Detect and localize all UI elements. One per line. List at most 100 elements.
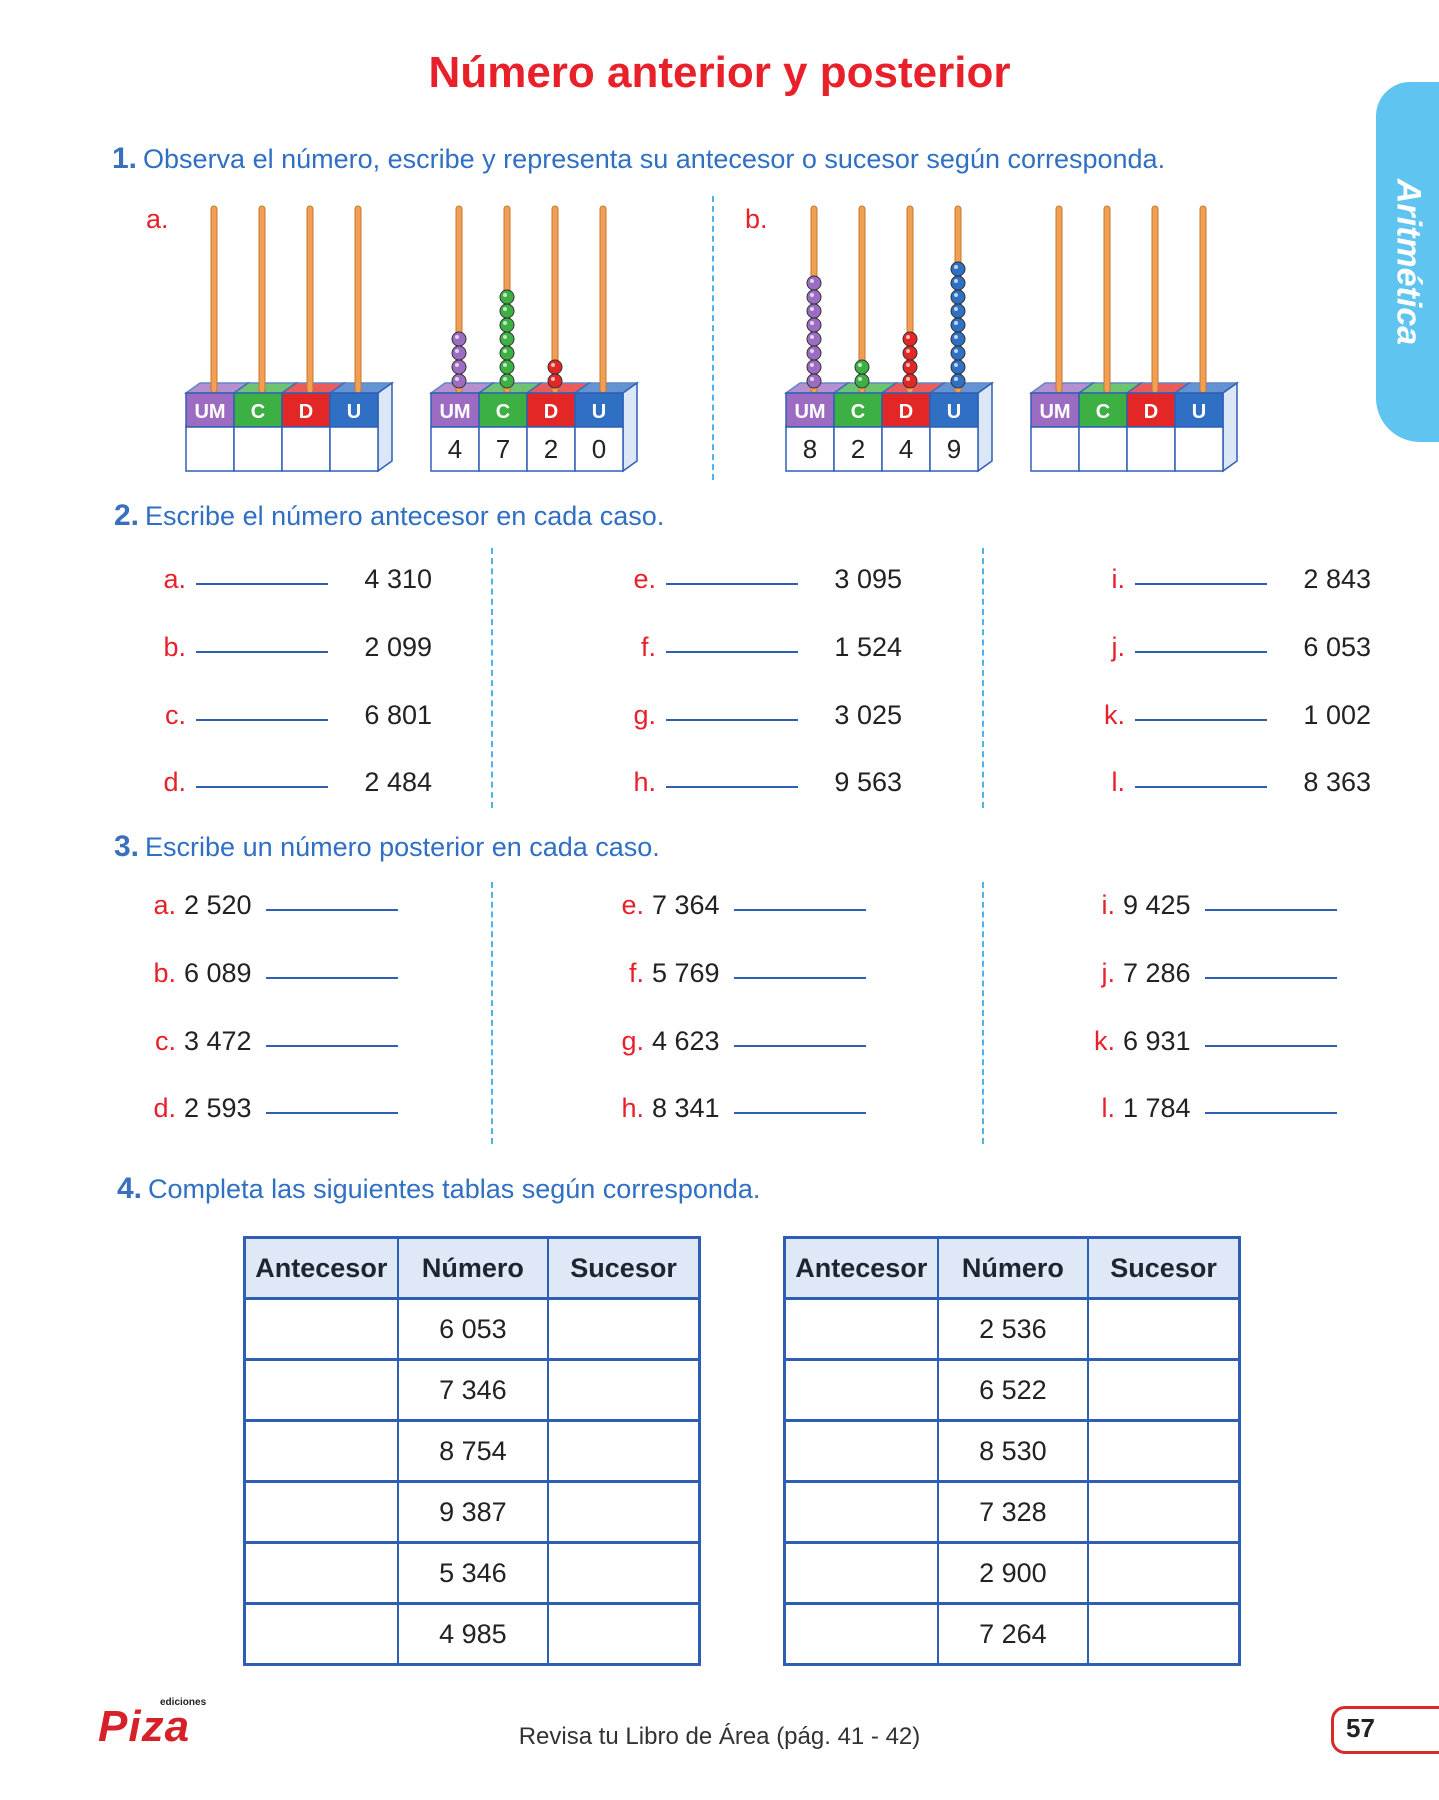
item-letter: i. <box>1111 564 1126 594</box>
header-cell <box>329 392 379 428</box>
answer-blank[interactable] <box>1135 582 1267 585</box>
exercise-1-divider <box>712 196 714 480</box>
header-label: UM <box>794 401 825 423</box>
header-cell <box>929 392 979 428</box>
answer-blank[interactable] <box>666 582 798 585</box>
abacus-bead <box>806 275 822 291</box>
antecesor-cell[interactable] <box>243 1602 399 1666</box>
item-value: 3 472 <box>184 1026 252 1056</box>
exercise-4-heading: 4. Completa las siguientes tablas según c… <box>117 1172 760 1206</box>
answer-blank[interactable] <box>196 582 328 585</box>
answer-blank[interactable] <box>666 650 798 653</box>
exercise-3-text: Escribe un número posterior en cada caso… <box>145 832 660 862</box>
item-value: 6 089 <box>184 958 252 988</box>
antecesor-cell[interactable] <box>243 1358 399 1422</box>
answer-blank[interactable] <box>266 1044 398 1047</box>
table-row: 8 530 <box>783 1419 1241 1483</box>
sucesor-cell[interactable] <box>547 1297 701 1361</box>
answer-blank[interactable] <box>666 785 798 788</box>
sucesor-item: l. 1 784 <box>1087 1093 1337 1124</box>
exercise-1b-label: b. <box>745 204 768 234</box>
sucesor-cell[interactable] <box>547 1541 701 1605</box>
answer-blank[interactable] <box>1135 718 1267 721</box>
bead-highlight <box>503 293 507 297</box>
answer-blank[interactable] <box>666 718 798 721</box>
sucesor-item: c. 3 472 <box>148 1026 398 1057</box>
answer-blank[interactable] <box>734 976 866 979</box>
antecesor-cell[interactable] <box>783 1297 939 1361</box>
answer-blank[interactable] <box>1135 785 1267 788</box>
abacus-bead <box>451 373 467 389</box>
answer-blank[interactable] <box>196 650 328 653</box>
sucesor-cell[interactable] <box>1087 1541 1241 1605</box>
answer-blank[interactable] <box>266 976 398 979</box>
answer-blank[interactable] <box>1135 650 1267 653</box>
table-1-header-numero: Número <box>396 1236 550 1300</box>
item-value: 2 484 <box>364 767 432 797</box>
answer-blank[interactable] <box>1205 1111 1337 1114</box>
abacus-rod <box>306 205 314 394</box>
item-letter: b. <box>153 958 176 988</box>
antecesor-cell[interactable] <box>783 1480 939 1544</box>
answer-blank[interactable] <box>266 1111 398 1114</box>
antecesor-cell[interactable] <box>783 1419 939 1483</box>
answer-blank[interactable] <box>734 1111 866 1114</box>
header-label: D <box>299 401 313 423</box>
sucesor-cell[interactable] <box>547 1602 701 1666</box>
sucesor-cell[interactable] <box>547 1480 701 1544</box>
table-1-header-sucesor: Sucesor <box>547 1236 701 1300</box>
numero-cell: 2 900 <box>936 1541 1090 1605</box>
header-label: C <box>251 401 265 423</box>
side-tab-label: Aritmética <box>1389 178 1427 346</box>
table-row: 2 900 <box>783 1541 1241 1605</box>
abacus-bead <box>806 303 822 319</box>
antecesor-cell[interactable] <box>243 1480 399 1544</box>
item-value: 4 623 <box>652 1026 720 1056</box>
item-value: 9 425 <box>1123 890 1191 920</box>
answer-blank[interactable] <box>1205 976 1337 979</box>
answer-blank[interactable] <box>196 718 328 721</box>
abacus-bead <box>950 261 966 277</box>
answer-blank[interactable] <box>1205 1044 1337 1047</box>
sucesor-cell[interactable] <box>1087 1602 1241 1666</box>
antecesor-cell[interactable] <box>243 1419 399 1483</box>
answer-blank[interactable] <box>1205 908 1337 911</box>
digit-box <box>929 426 979 472</box>
digit-box <box>574 426 624 472</box>
antecesor-item: k. 1 002 <box>1087 700 1371 731</box>
sucesor-cell[interactable] <box>1087 1358 1241 1422</box>
item-letter: l. <box>1101 1093 1116 1123</box>
answer-blank[interactable] <box>734 1044 866 1047</box>
antecesor-cell[interactable] <box>783 1358 939 1422</box>
abacus-bead <box>451 345 467 361</box>
answer-blank[interactable] <box>734 908 866 911</box>
antecesor-item: b. 2 099 <box>148 632 432 663</box>
sucesor-cell[interactable] <box>547 1419 701 1483</box>
antecesor-cell[interactable] <box>243 1541 399 1605</box>
sucesor-cell[interactable] <box>1087 1419 1241 1483</box>
digit-box <box>233 426 283 472</box>
sucesor-cell[interactable] <box>1087 1480 1241 1544</box>
digit-box <box>1078 426 1128 472</box>
item-value: 2 593 <box>184 1093 252 1123</box>
answer-blank[interactable] <box>196 785 328 788</box>
header-label: U <box>947 401 961 423</box>
abacus-rod <box>1103 205 1111 394</box>
sucesor-item: g. 4 623 <box>616 1026 866 1057</box>
answer-blank[interactable] <box>266 908 398 911</box>
bead-highlight <box>455 335 459 339</box>
header-cell <box>526 392 576 428</box>
sucesor-cell[interactable] <box>547 1358 701 1422</box>
sucesor-item: b. 6 089 <box>148 958 398 989</box>
antecesor-cell[interactable] <box>783 1541 939 1605</box>
antecesor-cell[interactable] <box>783 1602 939 1666</box>
table-1-header-antecesor: Antecesor <box>243 1236 399 1300</box>
table-2-header-numero: Número <box>936 1236 1090 1300</box>
antecesor-cell[interactable] <box>243 1297 399 1361</box>
abacus-bead <box>950 359 966 375</box>
abacus-bead <box>806 373 822 389</box>
item-value: 1 002 <box>1303 700 1371 730</box>
sucesor-cell[interactable] <box>1087 1297 1241 1361</box>
digit-value: 2 <box>851 434 865 464</box>
bead-highlight <box>551 363 555 367</box>
